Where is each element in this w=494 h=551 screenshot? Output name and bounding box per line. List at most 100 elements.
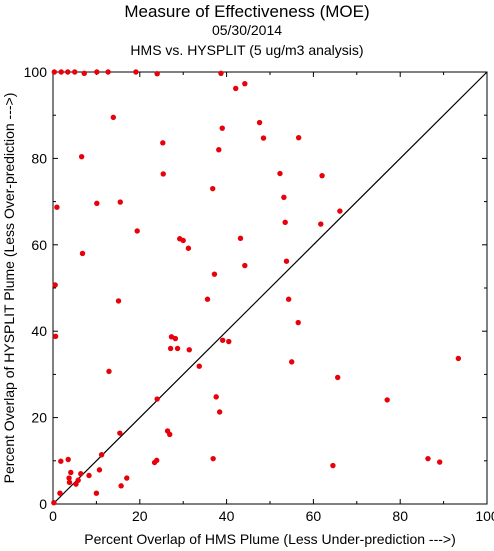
data-point — [134, 228, 140, 234]
data-point — [210, 185, 216, 192]
data-point — [237, 235, 244, 242]
data-point — [81, 70, 87, 76]
y-tick-label: 40 — [31, 323, 47, 339]
data-point — [118, 483, 124, 489]
axis-tick-labels: 0 20 40 60 80 100 0 20 40 60 80 100 — [24, 64, 494, 524]
x-tick-label: 100 — [475, 508, 494, 524]
data-point — [436, 459, 443, 465]
y-tick-label: 100 — [24, 64, 48, 80]
data-point — [185, 245, 192, 251]
data-point — [54, 204, 60, 210]
one-to-one-reference-line — [52, 71, 488, 505]
data-point — [51, 69, 58, 75]
data-point — [283, 258, 290, 264]
y-tick-label: 20 — [31, 410, 47, 426]
data-point — [425, 455, 431, 462]
x-tick-label: 20 — [132, 508, 148, 524]
data-point — [211, 271, 218, 277]
data-point — [75, 477, 81, 483]
data-point — [124, 475, 130, 481]
axis-ticks — [52, 71, 488, 505]
data-point — [110, 114, 117, 121]
data-point — [233, 85, 239, 92]
x-tick-label: 0 — [49, 508, 57, 524]
data-point — [93, 490, 100, 496]
data-point — [216, 147, 222, 153]
data-point — [94, 69, 100, 75]
data-point — [66, 475, 72, 481]
data-point — [167, 431, 173, 438]
data-point — [65, 456, 71, 463]
x-axis-label: Percent Overlap of HMS Plume (Less Under… — [84, 531, 456, 547]
data-point — [78, 153, 85, 160]
data-point — [330, 462, 336, 469]
chart-date: 05/30/2014 — [211, 22, 283, 38]
data-point — [115, 298, 122, 304]
chart-title: Measure of Effectiveness (MOE) — [124, 2, 370, 21]
data-point — [295, 134, 302, 141]
data-point — [160, 171, 166, 177]
x-tick-label: 60 — [306, 508, 322, 524]
data-point — [58, 458, 64, 464]
x-tick-label: 40 — [219, 508, 235, 524]
data-point — [151, 459, 158, 466]
data-point — [242, 80, 248, 87]
data-point — [219, 125, 225, 131]
data-point — [204, 296, 211, 302]
data-point — [72, 69, 78, 75]
data-point — [51, 500, 57, 506]
data-point — [79, 250, 86, 257]
data-point — [78, 471, 84, 477]
data-point — [133, 69, 139, 75]
data-point — [256, 119, 263, 126]
data-point — [218, 70, 224, 76]
data-point — [281, 194, 287, 200]
data-point — [66, 479, 73, 486]
data-point — [98, 452, 105, 458]
data-point — [285, 296, 292, 302]
data-points — [51, 69, 462, 506]
data-point — [57, 490, 63, 496]
data-point — [226, 338, 232, 345]
data-point — [216, 409, 223, 415]
data-point — [154, 71, 160, 77]
data-point — [289, 359, 295, 365]
data-point — [117, 199, 123, 205]
data-point — [384, 397, 390, 403]
chart-subtitle: HMS vs. HYSPLIT (5 ug/m3 analysis) — [130, 42, 364, 58]
data-point — [94, 200, 100, 207]
y-tick-label: 0 — [39, 496, 47, 512]
data-point — [180, 237, 186, 244]
data-point — [186, 347, 192, 353]
data-point — [174, 345, 181, 352]
data-point — [52, 333, 59, 340]
y-axis-label: Percent Overlap of HYSPLIT Plume (Less O… — [1, 93, 17, 484]
data-point — [335, 374, 341, 381]
data-point — [219, 337, 226, 343]
data-point — [154, 396, 160, 402]
data-point — [210, 455, 216, 462]
data-point — [277, 170, 283, 177]
data-point — [172, 335, 179, 342]
data-point — [86, 472, 92, 479]
data-point — [117, 430, 123, 436]
data-point — [319, 172, 325, 179]
data-point — [58, 69, 64, 75]
data-point — [52, 282, 58, 288]
data-point — [260, 135, 267, 141]
data-point — [295, 319, 301, 326]
data-point — [242, 262, 248, 269]
data-point — [282, 219, 288, 226]
data-point — [455, 355, 462, 362]
data-point — [318, 221, 324, 227]
data-point — [167, 345, 174, 352]
data-point — [213, 394, 219, 400]
y-tick-label: 60 — [31, 237, 47, 253]
y-tick-label: 80 — [31, 150, 47, 166]
data-point — [106, 368, 112, 375]
data-point — [68, 469, 74, 476]
data-point — [160, 140, 166, 146]
x-tick-label: 80 — [392, 508, 408, 524]
data-point — [105, 69, 111, 75]
